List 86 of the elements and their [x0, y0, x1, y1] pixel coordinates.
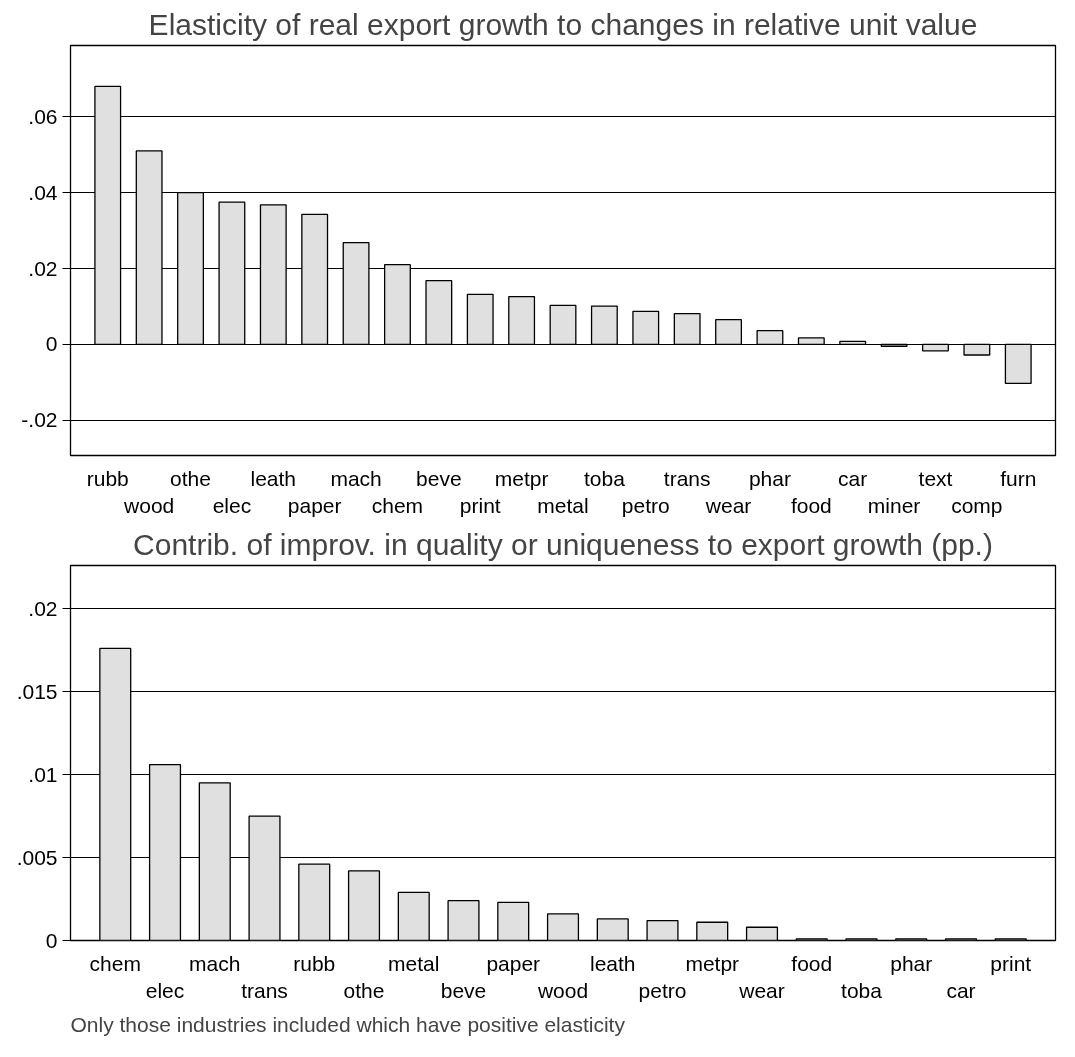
x-tick-label: print	[459, 494, 501, 518]
y-tick-label: 0	[45, 332, 58, 356]
x-tick-label: metal	[537, 494, 589, 518]
x-tick-label: othe	[343, 979, 385, 1003]
x-tick-label: print	[990, 951, 1032, 975]
x-tick-label: wear	[704, 494, 752, 518]
chart-title: Elasticity of real export growth to changes in relative unit value	[148, 7, 978, 41]
bar	[715, 319, 743, 346]
bar	[342, 242, 370, 346]
y-tick-label: 0	[45, 928, 58, 952]
x-tick-label: elec	[212, 494, 252, 518]
bar	[425, 280, 453, 346]
x-tick-label: paper	[287, 494, 342, 518]
x-tick-label: chem	[89, 951, 141, 975]
bar	[298, 863, 331, 941]
y-tick-label: .01	[28, 762, 58, 786]
bar	[508, 295, 536, 346]
chart-title: Contrib. of improv. in quality or uniqueness to export growth (pp.)	[133, 527, 993, 561]
y-tick-label: -.02	[21, 408, 58, 432]
x-tick-label: trans	[663, 466, 711, 490]
x-tick-label: metpr	[685, 951, 740, 975]
bar	[673, 313, 701, 346]
x-tick-label: metpr	[494, 466, 549, 490]
bar	[745, 926, 779, 941]
bar	[1004, 343, 1032, 385]
x-tick-label: trans	[241, 979, 288, 1003]
bar	[177, 192, 204, 346]
x-tick-label: phar	[890, 951, 933, 975]
bar	[447, 900, 480, 941]
y-tick-label: .02	[28, 256, 58, 280]
bar	[922, 343, 949, 352]
x-tick-label: mach	[330, 466, 382, 490]
y-tick-label: .04	[28, 180, 58, 204]
x-tick-label: petro	[621, 494, 670, 518]
bar	[218, 201, 246, 346]
text: Only those industries included which have positive elasticity	[70, 1012, 626, 1036]
x-tick-label: miner	[867, 494, 921, 518]
bar	[347, 870, 381, 941]
y-tick-label: .06	[28, 104, 58, 128]
bar	[963, 343, 991, 356]
x-tick-label: paper	[486, 951, 541, 975]
bar	[497, 901, 530, 941]
bar	[590, 305, 618, 346]
bar	[466, 293, 494, 346]
x-tick-label: furn	[1000, 466, 1037, 490]
x-tick-label: car	[838, 466, 868, 490]
x-tick-label: food	[790, 494, 832, 518]
x-tick-label: wear	[738, 979, 785, 1003]
bar	[135, 150, 163, 346]
x-tick-label: rubb	[293, 951, 336, 975]
x-tick-label: food	[791, 951, 833, 975]
bar	[797, 337, 825, 346]
x-tick-label: text	[918, 466, 953, 490]
x-tick-label: elec	[145, 979, 185, 1003]
x-tick-label: metal	[388, 951, 440, 975]
y-tick-label: .02	[28, 596, 58, 620]
x-tick-label: leath	[589, 951, 636, 975]
x-tick-label: beve	[440, 979, 487, 1003]
x-tick-label: chem	[371, 494, 424, 518]
bar	[397, 891, 430, 941]
bar	[632, 310, 660, 346]
bar	[839, 340, 867, 346]
x-tick-label: wood	[536, 979, 589, 1003]
x-tick-label: beve	[416, 466, 462, 490]
x-tick-label: comp	[951, 494, 1003, 518]
bar	[549, 304, 577, 346]
bar	[301, 213, 329, 346]
bar	[383, 264, 411, 346]
bar	[646, 919, 679, 941]
x-tick-label: car	[946, 979, 976, 1003]
x-tick-label: leath	[250, 466, 297, 490]
x-tick-label: rubb	[86, 466, 129, 490]
x-tick-label: mach	[189, 951, 241, 975]
bar	[546, 913, 580, 941]
bar	[756, 330, 784, 346]
bar	[696, 921, 729, 941]
bar	[259, 204, 287, 346]
x-tick-label: phar	[748, 466, 791, 490]
x-tick-label: othe	[170, 466, 211, 490]
x-tick-label: toba	[841, 979, 883, 1003]
bar	[596, 918, 629, 941]
x-tick-label: toba	[583, 466, 626, 490]
x-tick-label: petro	[638, 979, 687, 1003]
y-tick-label: .015	[16, 679, 58, 703]
y-tick-label: .005	[16, 845, 58, 869]
x-tick-label: wood	[123, 494, 175, 518]
